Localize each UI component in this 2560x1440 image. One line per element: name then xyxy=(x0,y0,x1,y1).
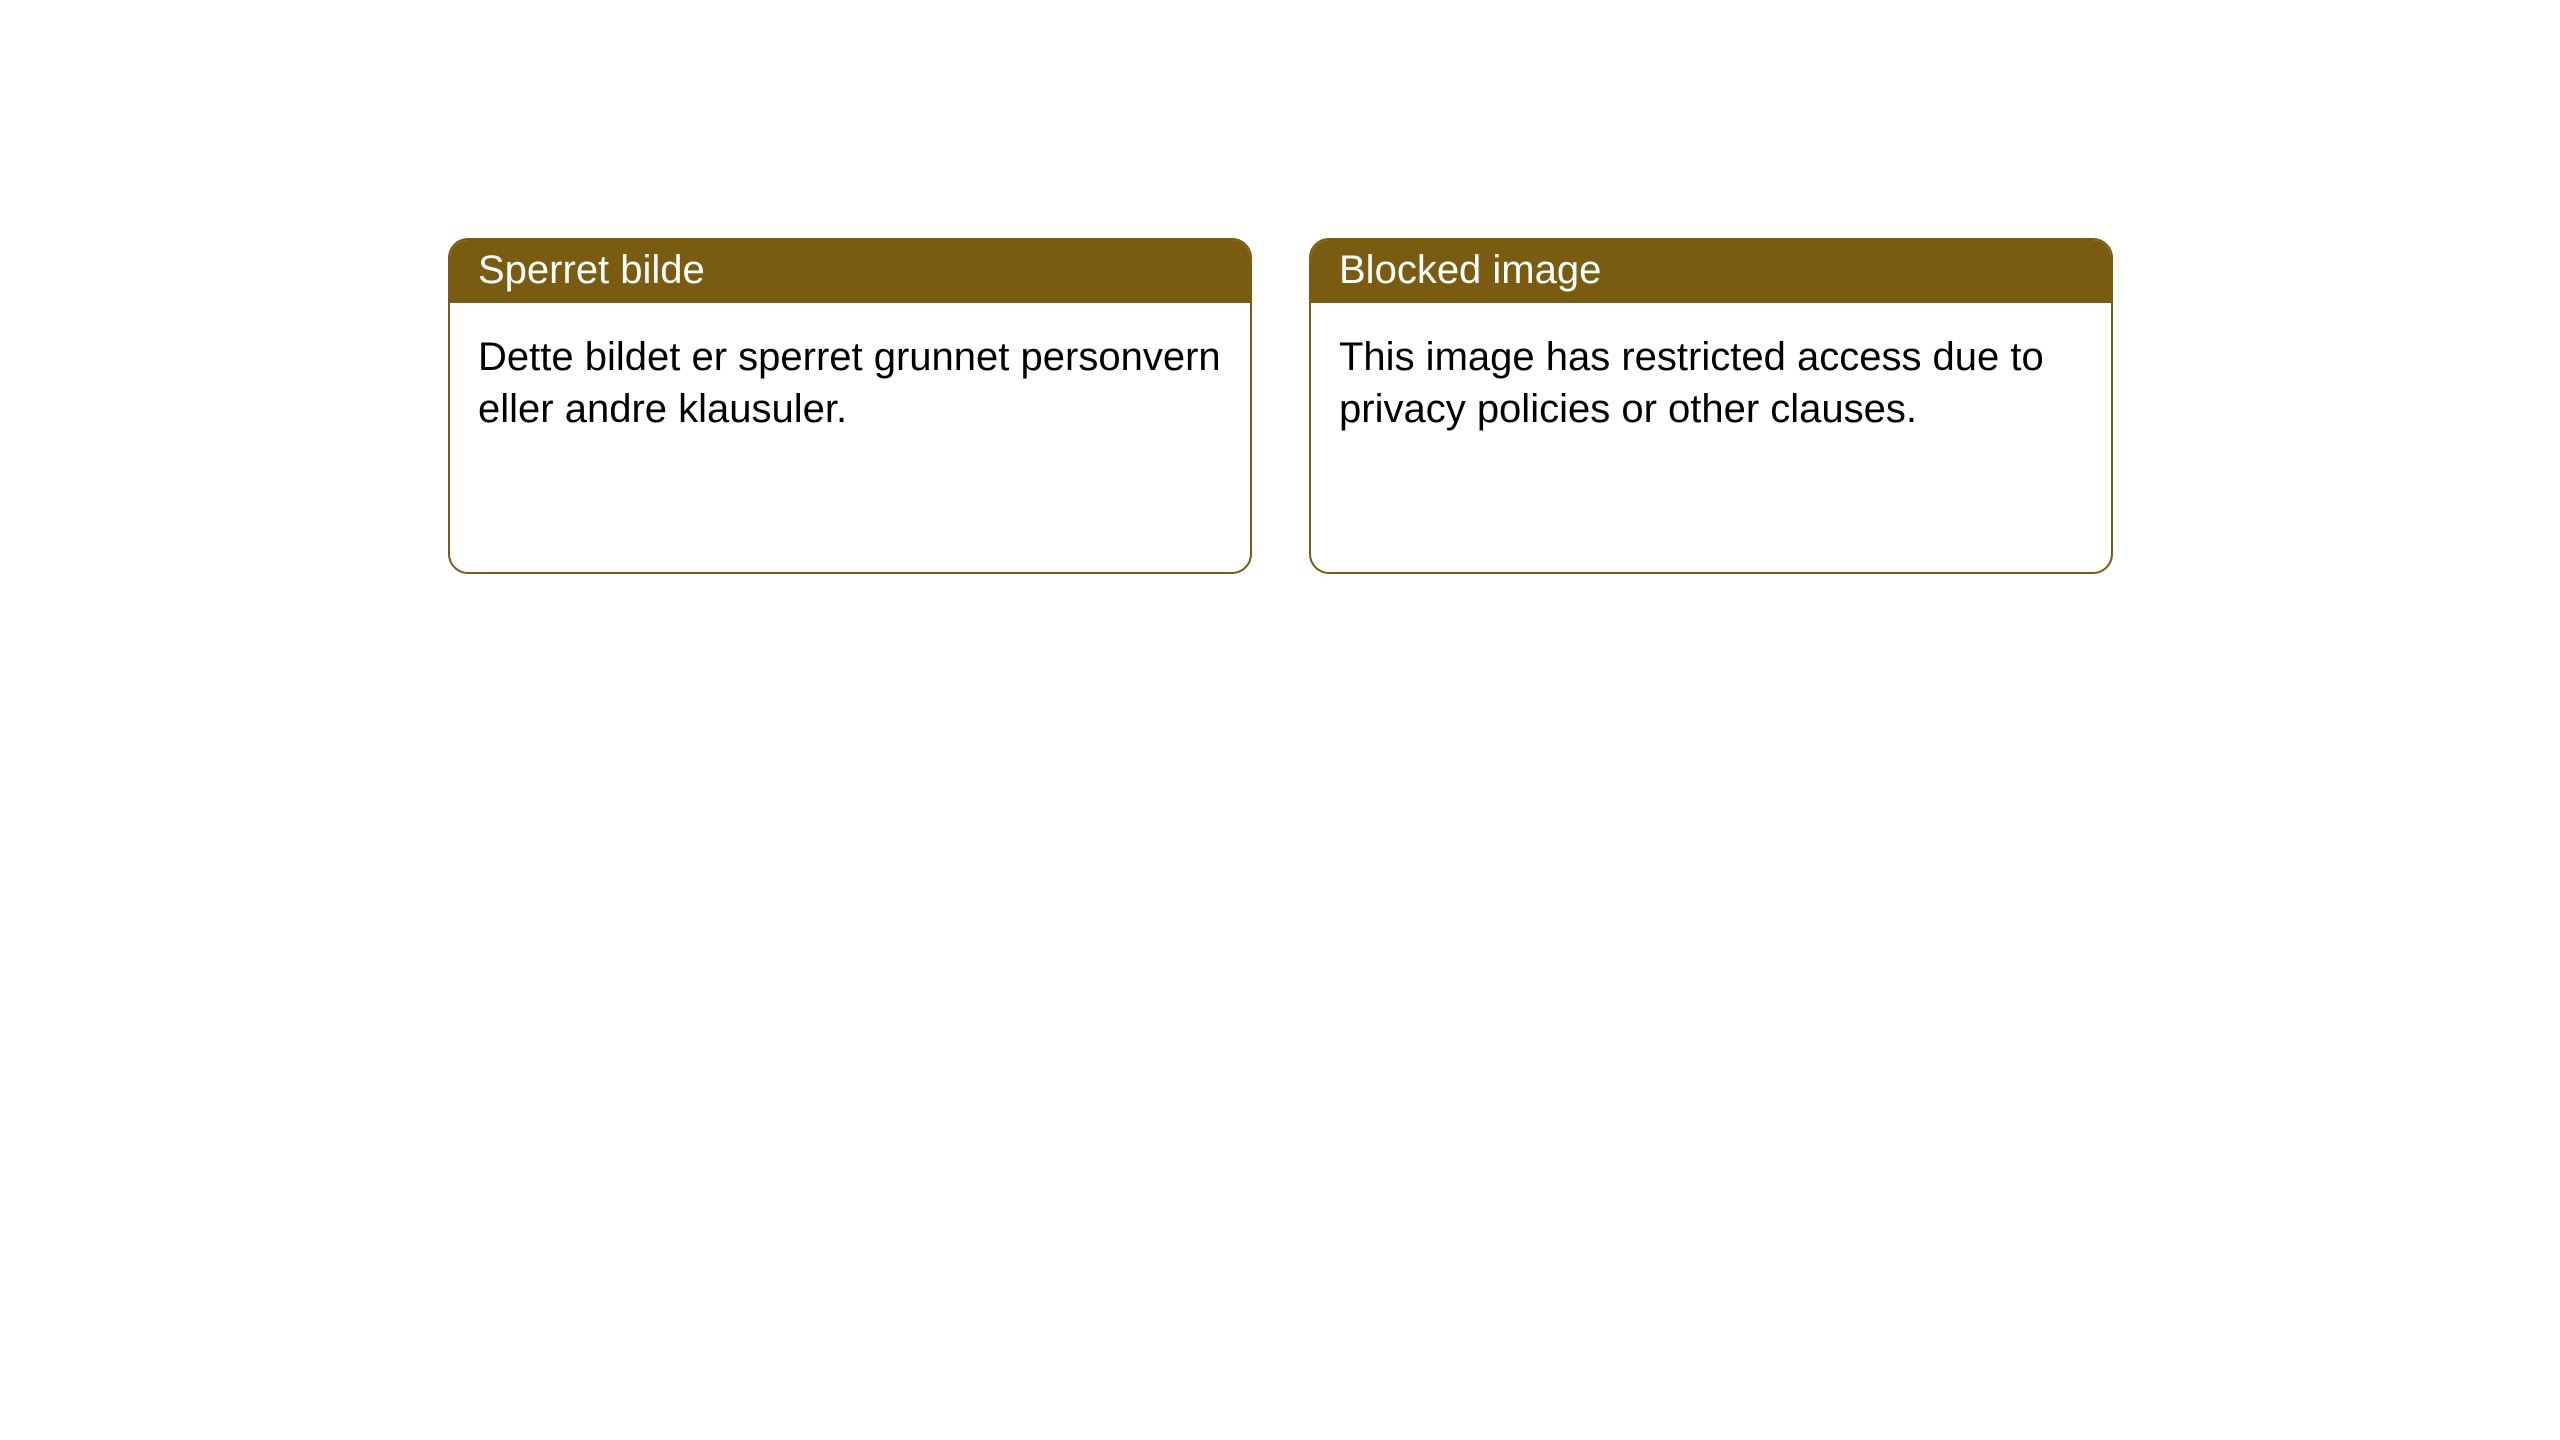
notice-body: Dette bildet er sperret grunnet personve… xyxy=(450,303,1250,463)
notice-card-english: Blocked image This image has restricted … xyxy=(1309,238,2113,574)
notice-container: Sperret bilde Dette bildet er sperret gr… xyxy=(0,0,2560,574)
notice-header: Blocked image xyxy=(1311,240,2111,303)
notice-card-norwegian: Sperret bilde Dette bildet er sperret gr… xyxy=(448,238,1252,574)
notice-title: Sperret bilde xyxy=(478,248,705,292)
notice-header: Sperret bilde xyxy=(450,240,1250,303)
notice-body: This image has restricted access due to … xyxy=(1311,303,2111,463)
notice-title: Blocked image xyxy=(1339,248,1601,292)
notice-body-text: Dette bildet er sperret grunnet personve… xyxy=(478,335,1221,431)
notice-body-text: This image has restricted access due to … xyxy=(1339,335,2044,431)
